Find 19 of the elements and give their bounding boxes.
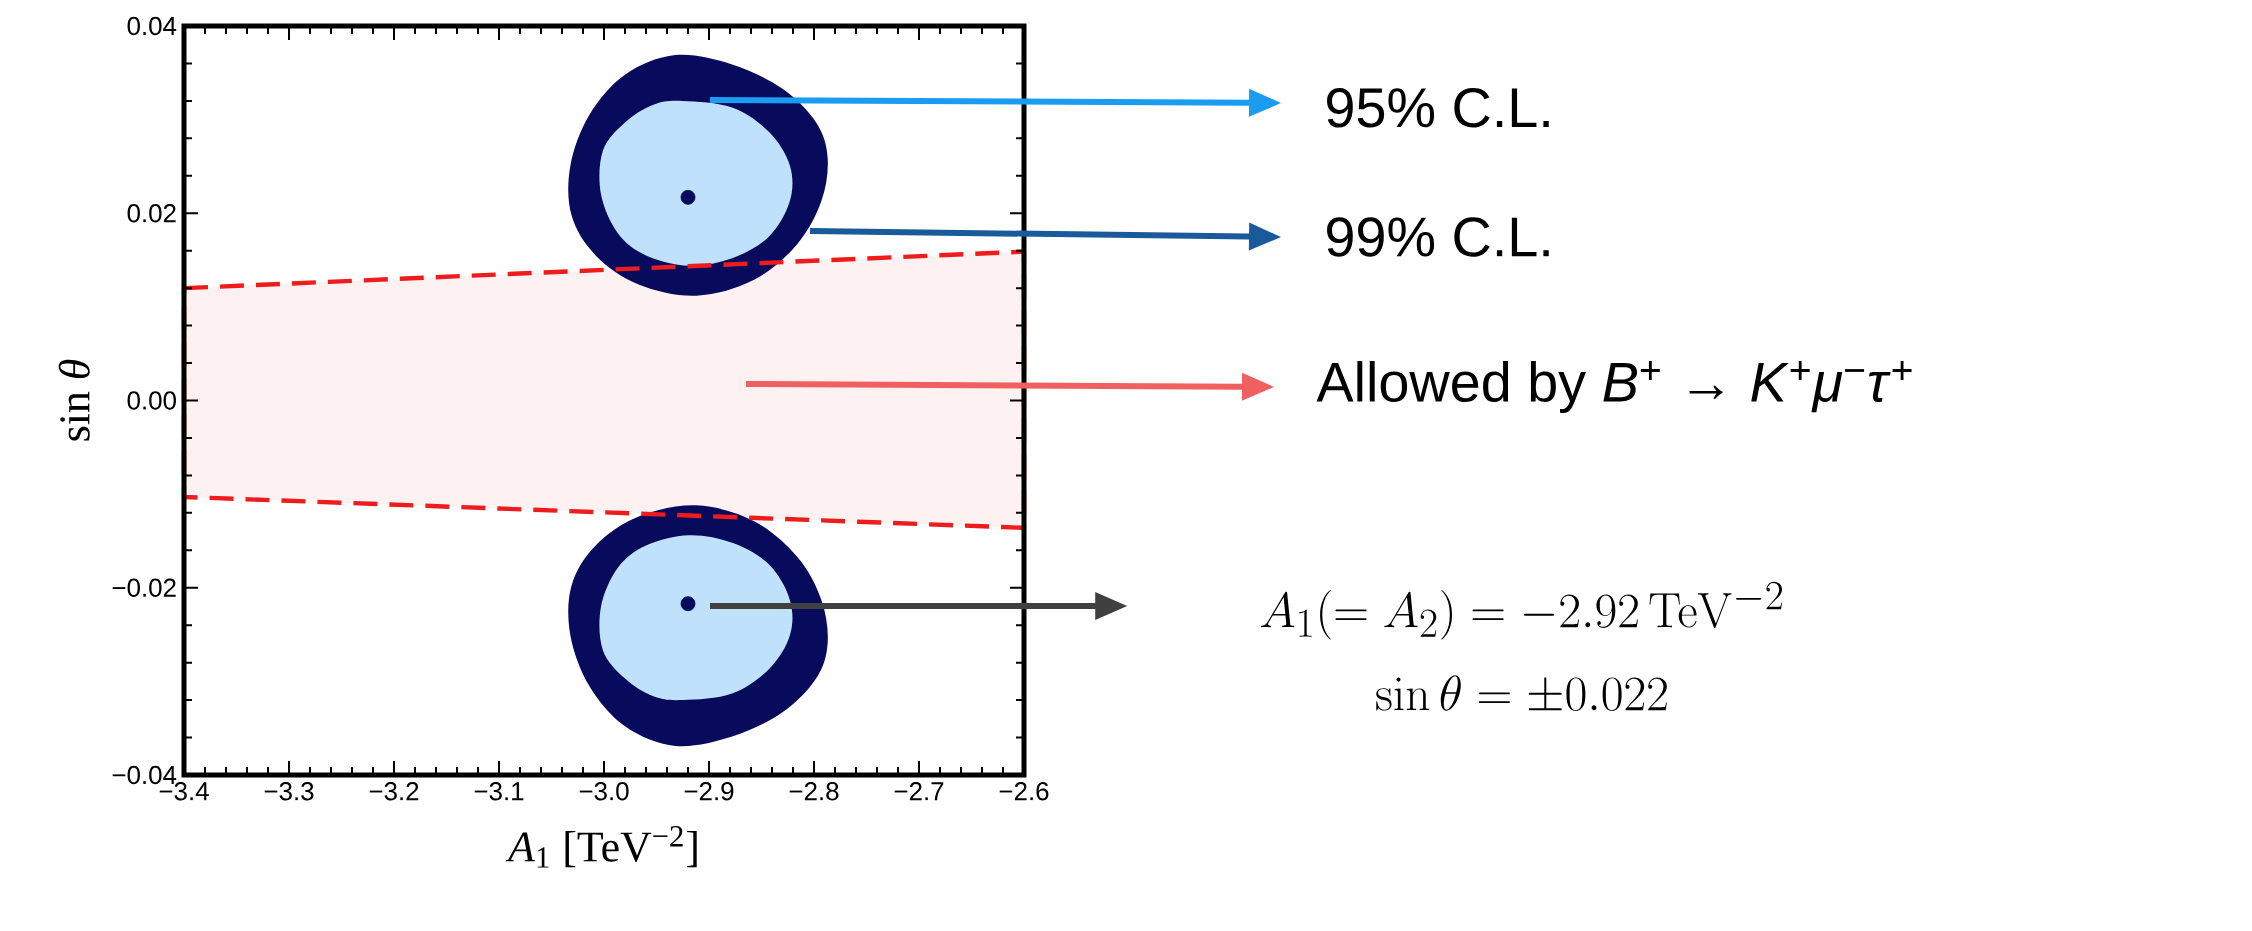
text: 95% C.L. (1327, 88, 1549, 128)
x-tick-label: −2.8 (789, 782, 839, 801)
x-tick-label: −3.0 (579, 782, 629, 801)
x-tick-label: −2.9 (684, 782, 734, 801)
x-tick-label: −2.6 (999, 782, 1049, 801)
text: $A_1(=A_2) = -2.92\,\mathrm{TeV}^{-2}$ (1260, 581, 1783, 640)
text: $\sin\theta = \pm 0.022$ (1376, 675, 1667, 711)
y-tick-label: 0.00 (127, 391, 176, 410)
x-tick-label: −3.2 (369, 782, 419, 801)
y-tick-label: −0.02 (112, 578, 176, 597)
text: 99% C.L. (1327, 217, 1549, 257)
x-tick-label: −2.7 (894, 782, 944, 801)
y-tick-label: 0.04 (127, 16, 177, 36)
y-axis-title: sin θ (58, 359, 90, 441)
y-tick-label: 0.02 (127, 204, 176, 223)
x-axis-title: A$_{1}$ [TeV$^{−2}$] (505, 826, 697, 868)
x-tick-label: −3.1 (474, 782, 524, 801)
x-tick-label: −3.3 (264, 782, 314, 801)
text: Allowed by B$^{+}$ → K$^{+}$μ$^{−}$τ$^{+}$ (1316, 360, 1912, 414)
